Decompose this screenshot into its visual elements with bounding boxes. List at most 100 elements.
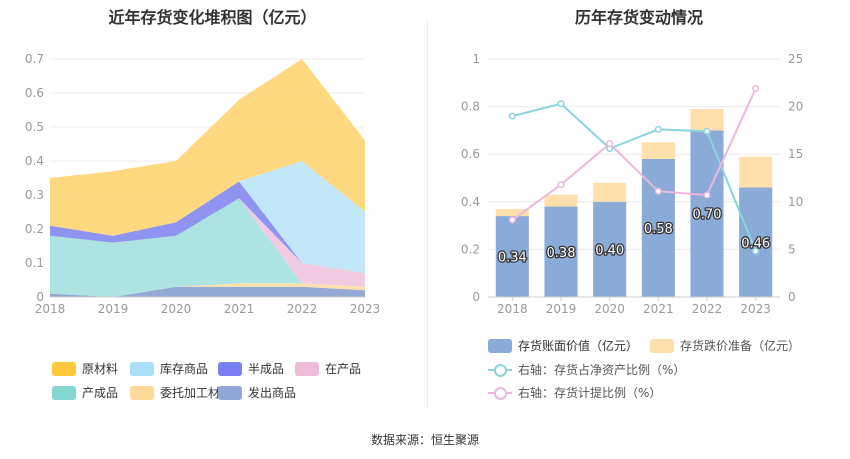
line-point bbox=[508, 216, 516, 224]
bar-book-value bbox=[495, 216, 529, 297]
left-x-tick-label: 2021 bbox=[224, 302, 255, 316]
line-point bbox=[654, 187, 662, 195]
right-y2-tick-label: 15 bbox=[788, 147, 803, 161]
line-inventory-to-net-assets bbox=[512, 102, 757, 252]
line-point bbox=[703, 127, 711, 135]
bar-book-value bbox=[641, 158, 675, 297]
legend-swatch bbox=[52, 385, 76, 400]
left-x-tick-label: 2020 bbox=[161, 302, 192, 316]
bar-value-label: 0.58 bbox=[644, 222, 673, 237]
legend-swatch bbox=[488, 386, 512, 400]
bar-book-value bbox=[544, 206, 578, 297]
bar-value-label: 0.70 bbox=[693, 208, 722, 223]
legend-swatch bbox=[130, 361, 154, 376]
right-x-tick-label: 2019 bbox=[546, 302, 577, 316]
legend-item-发出商品[interactable]: 发出商品 bbox=[218, 384, 296, 401]
legend-label: 半成品 bbox=[248, 362, 285, 376]
legend-label: 存货跌价准备（亿元） bbox=[680, 339, 801, 353]
left-y-tick-label: 0.1 bbox=[25, 256, 44, 270]
legend-swatch bbox=[130, 385, 154, 400]
legend-swatch bbox=[218, 361, 242, 376]
legend-swatch bbox=[488, 363, 512, 377]
right-y2-tick-label: 20 bbox=[788, 100, 803, 114]
area-series-原材料 bbox=[50, 59, 365, 236]
legend-label: 存货账面价值（亿元） bbox=[518, 339, 639, 353]
left-y-tick-label: 0.5 bbox=[25, 120, 44, 134]
left-y-tick-label: 0.4 bbox=[25, 154, 44, 168]
line-point bbox=[557, 100, 565, 108]
left-x-tick-label: 2019 bbox=[98, 302, 129, 316]
bar-impairment bbox=[690, 108, 724, 131]
left-y-tick-label: 0.2 bbox=[25, 222, 44, 236]
right-x-tick-label: 2023 bbox=[740, 302, 771, 316]
area-series-产成品 bbox=[50, 198, 365, 297]
left-y-tick-label: 0.7 bbox=[25, 52, 44, 66]
legend-label: 发出商品 bbox=[248, 386, 297, 400]
left-x-tick-label: 2023 bbox=[350, 302, 381, 316]
legend-item-委托加工材料[interactable]: 委托加工材料 bbox=[130, 384, 232, 401]
right-y2-tick-label: 5 bbox=[788, 242, 796, 256]
data-source-note: 数据来源：恒生聚源 bbox=[370, 433, 479, 447]
line-point bbox=[654, 125, 662, 133]
left-y-tick-label: 0 bbox=[36, 290, 44, 304]
right-y-tick-label: 0.2 bbox=[461, 242, 480, 256]
left-x-tick-label: 2022 bbox=[287, 302, 318, 316]
left-y-tick-label: 0.3 bbox=[25, 188, 44, 202]
right-x-tick-label: 2021 bbox=[643, 302, 674, 316]
right-chart-title: 历年存货变动情况 bbox=[574, 8, 703, 27]
right-y2-tick-label: 0 bbox=[788, 290, 796, 304]
legend-item-原材料[interactable]: 原材料 bbox=[52, 360, 118, 377]
legend-item-半成品[interactable]: 半成品 bbox=[218, 360, 284, 377]
legend-label: 右轴：存货占净资产比例（%） bbox=[518, 363, 686, 377]
right-y2-tick-label: 10 bbox=[788, 195, 803, 209]
line-point bbox=[508, 112, 516, 120]
right-x-tick-label: 2018 bbox=[497, 302, 528, 316]
panel-divider bbox=[427, 20, 428, 408]
left-chart-title: 近年存货变化堆积图（亿元） bbox=[108, 8, 317, 27]
legend-label: 产成品 bbox=[82, 386, 119, 400]
legend-item-存货跌价准备（亿元）[interactable]: 存货跌价准备（亿元） bbox=[650, 337, 800, 354]
right-y-tick-label: 0.8 bbox=[461, 100, 480, 114]
legend-label: 在产品 bbox=[325, 362, 362, 376]
legend-label: 委托加工材料 bbox=[160, 386, 233, 400]
legend-swatch bbox=[295, 361, 319, 376]
right-y-tick-label: 0.4 bbox=[461, 195, 480, 209]
line-point bbox=[752, 84, 760, 93]
right-y-tick-label: 0 bbox=[472, 290, 480, 304]
legend-item-在产品[interactable]: 在产品 bbox=[295, 360, 361, 377]
legend-swatch bbox=[488, 338, 512, 353]
legend-label: 右轴：存货计提比例（%） bbox=[518, 386, 662, 400]
area-series-发出商品 bbox=[50, 286, 365, 297]
legend-item-产成品[interactable]: 产成品 bbox=[52, 384, 118, 401]
line-provision-ratio bbox=[511, 88, 757, 221]
right-y-tick-label: 1 bbox=[472, 52, 480, 66]
line-point bbox=[703, 191, 711, 199]
area-series-委托加工材料 bbox=[50, 283, 365, 297]
left-x-tick-label: 2018 bbox=[35, 302, 66, 316]
legend-swatch bbox=[52, 361, 76, 376]
bar-value-label: 0.34 bbox=[498, 251, 527, 266]
bar-impairment bbox=[739, 156, 773, 188]
legend-item-右轴：存货计提比例（%）[interactable]: 右轴：存货计提比例（%） bbox=[488, 384, 661, 401]
bar-value-label: 0.40 bbox=[595, 243, 624, 258]
legend-item-存货账面价值（亿元）[interactable]: 存货账面价值（亿元） bbox=[488, 337, 638, 354]
legend-label: 原材料 bbox=[82, 362, 119, 376]
bar-value-label: 0.46 bbox=[741, 236, 770, 251]
line-point bbox=[557, 181, 565, 189]
right-x-tick-label: 2022 bbox=[692, 302, 723, 316]
bar-book-value bbox=[593, 201, 627, 297]
right-y-tick-label: 0.6 bbox=[461, 147, 480, 161]
legend-item-库存商品[interactable]: 库存商品 bbox=[130, 360, 208, 377]
right-x-tick-label: 2020 bbox=[594, 302, 625, 316]
bar-impairment bbox=[641, 142, 675, 159]
bar-value-label: 0.38 bbox=[547, 246, 576, 261]
legend-item-右轴：存货占净资产比例（%）[interactable]: 右轴：存货占净资产比例（%） bbox=[488, 361, 685, 378]
left-y-tick-label: 0.6 bbox=[25, 86, 44, 100]
legend-swatch bbox=[650, 338, 674, 353]
area-series-在产品 bbox=[50, 198, 365, 287]
bar-impairment bbox=[495, 208, 529, 217]
bar-book-value bbox=[739, 187, 773, 297]
area-series-库存商品 bbox=[50, 161, 365, 274]
right-y2-tick-label: 25 bbox=[788, 52, 803, 66]
